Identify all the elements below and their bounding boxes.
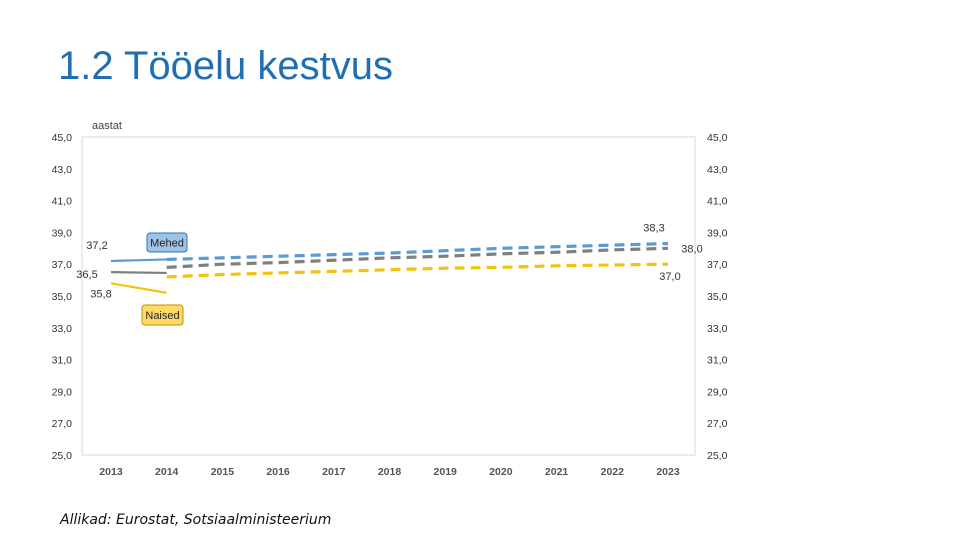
x-tick-label: 2021 [545, 466, 569, 478]
data-label: 37,0 [659, 271, 680, 283]
y-tick-label-left: 29,0 [52, 386, 73, 398]
y-tick-label-right: 31,0 [707, 355, 728, 367]
legend-badge-label: Mehed [150, 238, 184, 250]
x-tick-label: 2023 [656, 466, 680, 478]
y-tick-label-left: 41,0 [52, 196, 73, 208]
series-line-projected-1 [166, 246, 669, 269]
x-tick-label: 2017 [322, 466, 346, 478]
y-tick-label-left: 35,0 [52, 291, 73, 303]
y-tick-label-left: 25,0 [52, 450, 73, 462]
y-tick-label-right: 27,0 [707, 418, 728, 430]
plot-frame [81, 136, 696, 456]
y-tick-label-left: 31,0 [52, 355, 73, 367]
x-tick-label: 2015 [211, 466, 235, 478]
series-line-projected-0 [166, 241, 669, 262]
x-tick-label: 2022 [601, 466, 625, 478]
x-tick-label: 2016 [266, 466, 290, 478]
y-tick-label-right: 39,0 [707, 227, 728, 239]
y-tick-label-right: 29,0 [707, 386, 728, 398]
series-line-actual-2 [110, 282, 167, 294]
data-label: 38,0 [681, 243, 702, 255]
y-tick-label-left: 39,0 [52, 227, 73, 239]
y-tick-label-right: 35,0 [707, 291, 728, 303]
y-unit-label: aastat [92, 120, 122, 132]
data-label: 38,3 [643, 223, 664, 235]
legend-badge-mehed [146, 232, 188, 253]
y-tick-label-right: 43,0 [707, 164, 728, 176]
x-tick-label: 2014 [155, 466, 179, 478]
source-note: Allikad: Eurostat, Sotsiaalministeerium [60, 512, 332, 528]
y-tick-label-left: 33,0 [52, 323, 73, 335]
y-tick-label-right: 41,0 [707, 196, 728, 208]
legend-badge-label: Naised [145, 310, 179, 322]
y-tick-label-right: 37,0 [707, 259, 728, 271]
x-tick-label: 2020 [489, 466, 513, 478]
y-tick-label-right: 45,0 [707, 132, 728, 144]
x-tick-label: 2018 [378, 466, 402, 478]
data-label: 35,8 [90, 288, 111, 300]
data-label: 37,2 [86, 240, 107, 252]
x-tick-label: 2019 [434, 466, 458, 478]
legend-badge-naised [141, 304, 184, 326]
x-tick-label: 2013 [99, 466, 123, 478]
y-tick-label-left: 37,0 [52, 259, 73, 271]
slide-title: 1.2 Tööelu kestvus [58, 44, 394, 88]
y-tick-label-left: 43,0 [52, 164, 73, 176]
series-line-projected-2 [166, 262, 669, 279]
y-tick-label-right: 25,0 [707, 450, 728, 462]
y-tick-label-right: 33,0 [707, 323, 728, 335]
y-tick-label-left: 27,0 [52, 418, 73, 430]
data-label: 36,5 [76, 269, 97, 281]
series-line-actual-1 [110, 271, 167, 275]
y-tick-label-left: 45,0 [52, 132, 73, 144]
series-line-actual-0 [110, 258, 167, 263]
